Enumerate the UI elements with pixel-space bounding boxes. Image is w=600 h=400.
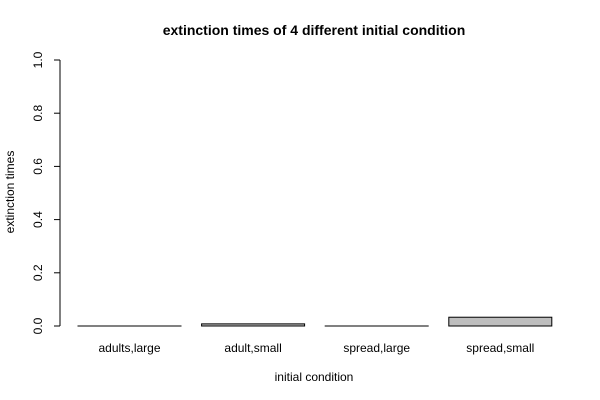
bars-group — [77, 316, 553, 327]
y-axis-label: extinction times — [3, 151, 17, 234]
x-category-label: adults,large — [98, 341, 160, 355]
x-category-label: spread,large — [343, 341, 410, 355]
y-tick-label: 0.6 — [31, 158, 45, 175]
x-axis-label: initial condition — [275, 370, 354, 384]
y-tick-label: 0.2 — [31, 264, 45, 281]
category-labels: adults,large adult,small spread,large sprea… — [98, 341, 534, 355]
bar-1 — [201, 323, 306, 327]
y-tick-label: 0.4 — [31, 211, 45, 228]
y-axis-ticks: 0.0 0.2 0.4 0.6 0.8 1.0 — [31, 51, 60, 334]
y-tick-label: 0.8 — [31, 105, 45, 122]
bar-3 — [448, 316, 553, 327]
chart-title: extinction times of 4 different initial … — [163, 22, 466, 38]
y-tick-label: 1.0 — [31, 51, 45, 68]
x-category-label: adult,small — [224, 341, 281, 355]
y-tick-label: 0.0 — [31, 317, 45, 334]
x-category-label: spread,small — [466, 341, 534, 355]
